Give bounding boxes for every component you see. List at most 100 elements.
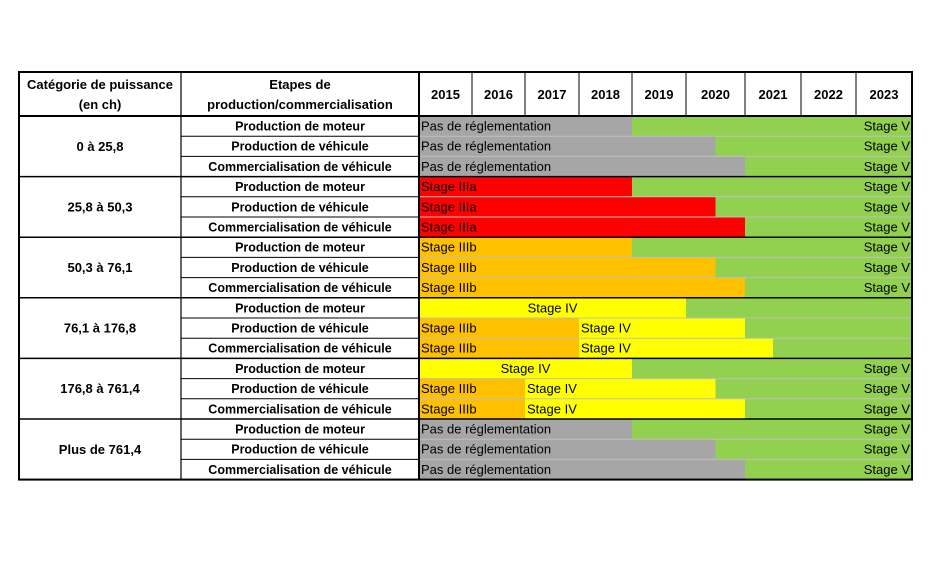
category-label: Plus de 761,4: [59, 442, 142, 457]
segment-bar: [579, 338, 773, 359]
segment-bar: [419, 116, 632, 137]
header-stage-line-2: production/commercialisation: [207, 97, 393, 112]
segment-label: Stage IV: [501, 361, 551, 376]
segment-bar: [419, 318, 579, 339]
segment-bar: [632, 116, 912, 137]
bars-layer: [419, 116, 912, 480]
segment-label: Stage V: [864, 442, 911, 457]
stage-label: Commercialisation de véhicule: [208, 221, 391, 235]
segment-bar: [419, 338, 579, 359]
segment-label: Stage IV: [528, 300, 578, 315]
grid-layer: [18, 71, 913, 481]
segment-label: Stage IIIa: [421, 220, 477, 235]
table-frame: [18, 71, 913, 481]
segment-bar: [632, 419, 912, 440]
segment-label: Stage V: [864, 361, 911, 376]
stage-label: Commercialisation de véhicule: [208, 342, 391, 356]
year-header-2022: 2022: [814, 87, 843, 102]
stage-label: Production de véhicule: [231, 322, 369, 336]
year-header-2023: 2023: [870, 87, 899, 102]
segment-label: Stage V: [864, 119, 911, 134]
category-label: 76,1 à 176,8: [64, 321, 136, 336]
stage-label: Production de moteur: [235, 241, 365, 255]
stage-label: Production de véhicule: [231, 200, 369, 214]
stage-label: Commercialisation de véhicule: [208, 402, 391, 416]
text-layer: Catégorie de puissance (en ch) Etapes de pr…: [27, 77, 910, 477]
category-label: 25,8 à 50,3: [67, 199, 132, 214]
segment-bar: [686, 297, 912, 318]
segment-label: Stage IIIb: [421, 260, 477, 275]
segment-bar: [745, 156, 912, 177]
segment-label: Stage V: [864, 240, 911, 255]
segment-bar: [715, 257, 912, 278]
segment-bar: [745, 459, 912, 480]
stage-label: Production de véhicule: [231, 443, 369, 457]
segment-bar: [419, 136, 716, 157]
segment-label: Stage V: [864, 260, 911, 275]
segment-bar: [715, 196, 912, 217]
stage-label: Production de moteur: [235, 423, 365, 437]
segment-label: Pas de réglementation: [421, 119, 551, 134]
year-header-2017: 2017: [538, 87, 567, 102]
segment-label: Pas de réglementation: [421, 442, 551, 457]
segment-bar: [419, 217, 745, 238]
stage-label: Production de véhicule: [231, 140, 369, 154]
segment-label: Stage IIIa: [421, 179, 477, 194]
segment-label: Pas de réglementation: [421, 462, 551, 477]
segment-bar: [715, 136, 912, 157]
stage-label: Production de véhicule: [231, 261, 369, 275]
segment-label: Stage IIIb: [421, 280, 477, 295]
segment-bar: [632, 358, 912, 379]
segment-bar: [525, 398, 745, 419]
segment-label: Stage V: [864, 401, 911, 416]
segment-label: Stage V: [864, 462, 911, 477]
segment-bar: [419, 439, 716, 460]
segment-label: Stage V: [864, 422, 911, 437]
segment-bar: [419, 237, 632, 258]
segment-label: Stage V: [864, 159, 911, 174]
segment-bar: [419, 459, 745, 480]
segment-bar: [715, 378, 912, 399]
year-header-2018: 2018: [591, 87, 620, 102]
segment-label: Stage V: [864, 139, 911, 154]
year-header-2021: 2021: [759, 87, 788, 102]
stage-label: Commercialisation de véhicule: [208, 463, 391, 477]
segment-label: Pas de réglementation: [421, 422, 551, 437]
segment-label: Stage V: [864, 381, 911, 396]
segment-label: Stage V: [864, 179, 911, 194]
stage-label: Production de moteur: [235, 362, 365, 376]
header-category-line-2: (en ch): [79, 97, 122, 112]
segment-bar: [773, 338, 912, 359]
segment-bar: [419, 156, 745, 177]
segment-label: Stage IIIb: [421, 341, 477, 356]
segment-label: Pas de réglementation: [421, 139, 551, 154]
segment-bar: [419, 358, 632, 379]
segment-label: Stage IV: [527, 381, 577, 396]
stage-label: Commercialisation de véhicule: [208, 281, 391, 295]
segment-label: Stage IIIb: [421, 321, 477, 336]
segment-label: Stage IIIa: [421, 199, 477, 214]
stage-label: Production de moteur: [235, 120, 365, 134]
category-label: 176,8 à 761,4: [60, 381, 140, 396]
segment-label: Stage V: [864, 280, 911, 295]
segment-label: Stage IV: [581, 321, 631, 336]
segment-bar: [745, 277, 912, 298]
segment-bar: [632, 237, 912, 258]
segment-label: Stage IIIb: [421, 240, 477, 255]
stage-label: Production de moteur: [235, 180, 365, 194]
year-header-2015: 2015: [431, 87, 460, 102]
segment-label: Pas de réglementation: [421, 159, 551, 174]
segment-bar: [419, 398, 525, 419]
segment-bar: [745, 398, 912, 419]
segment-bar: [745, 217, 912, 238]
segment-label: Stage V: [864, 199, 911, 214]
segment-bar: [419, 378, 525, 399]
segment-bar: [632, 176, 912, 197]
segment-bar: [419, 297, 686, 318]
category-label: 50,3 à 76,1: [67, 260, 132, 275]
stage-label: Production de véhicule: [231, 382, 369, 396]
segment-bar: [419, 257, 716, 278]
segment-label: Stage IIIb: [421, 401, 477, 416]
segment-bar: [525, 378, 716, 399]
